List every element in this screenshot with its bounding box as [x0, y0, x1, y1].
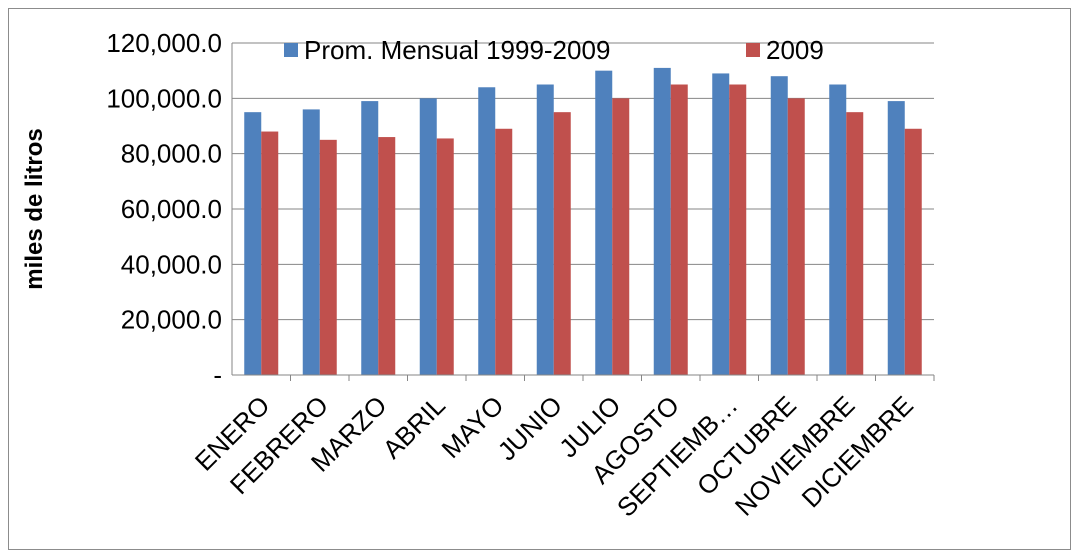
bar-septiemb-series-1 — [712, 73, 730, 375]
bar-junio-series-1 — [536, 84, 554, 375]
axes — [231, 43, 935, 381]
bar-enero-series-2 — [261, 131, 279, 375]
bar-noviembre-series-2 — [846, 112, 864, 376]
y-tick-label: 80,000.0 — [121, 139, 222, 169]
y-tick-label: 120,000.0 — [106, 28, 222, 58]
y-tick-label: - — [213, 360, 222, 390]
legend: Prom. Mensual 1999-2009 2009 — [284, 35, 824, 65]
legend-swatch-series-2 — [746, 43, 760, 57]
bars — [244, 67, 922, 376]
bar-junio-series-2 — [553, 112, 571, 376]
bar-julio-series-1 — [595, 70, 613, 376]
x-tick-labels: ENEROFEBREROMARZOABRILMAYOJUNIOJULIOAGOS… — [189, 390, 919, 523]
bar-agosto-series-1 — [653, 67, 671, 376]
bar-mayo-series-2 — [495, 128, 513, 375]
y-tick-label: 20,000.0 — [121, 305, 222, 335]
bar-septiemb-series-2 — [729, 84, 747, 375]
bar-diciembre-series-1 — [887, 101, 905, 375]
bar-octubre-series-1 — [770, 76, 788, 375]
legend-label-series-1: Prom. Mensual 1999-2009 — [304, 35, 610, 65]
bar-marzo-series-2 — [378, 137, 396, 375]
bar-marzo-series-1 — [361, 101, 379, 375]
bar-diciembre-series-2 — [904, 128, 922, 375]
bar-enero-series-1 — [244, 112, 262, 376]
bar-noviembre-series-1 — [829, 84, 847, 375]
y-tick-label: 40,000.0 — [121, 249, 222, 279]
bar-febrero-series-1 — [302, 109, 320, 376]
x-tick-label: JUNIO — [492, 390, 568, 466]
y-tick-labels: - 20,000.0 40,000.0 60,000.0 80,000.0 100,000… — [106, 28, 222, 390]
bar-febrero-series-2 — [319, 139, 337, 375]
y-tick-label: 100,000.0 — [106, 83, 222, 113]
y-tick-label: 60,000.0 — [121, 194, 222, 224]
legend-swatch-series-1 — [284, 43, 298, 57]
bar-agosto-series-2 — [670, 84, 688, 375]
bar-julio-series-2 — [612, 98, 630, 375]
x-tick-label: ABRIL — [377, 390, 451, 464]
bar-mayo-series-1 — [478, 87, 496, 376]
gridlines — [232, 42, 934, 321]
bar-abril-series-1 — [419, 98, 437, 375]
legend-label-series-2: 2009 — [766, 35, 824, 65]
bar-abril-series-2 — [436, 138, 454, 375]
y-axis-label: miles de litros — [21, 128, 48, 289]
bar-octubre-series-2 — [787, 98, 805, 375]
